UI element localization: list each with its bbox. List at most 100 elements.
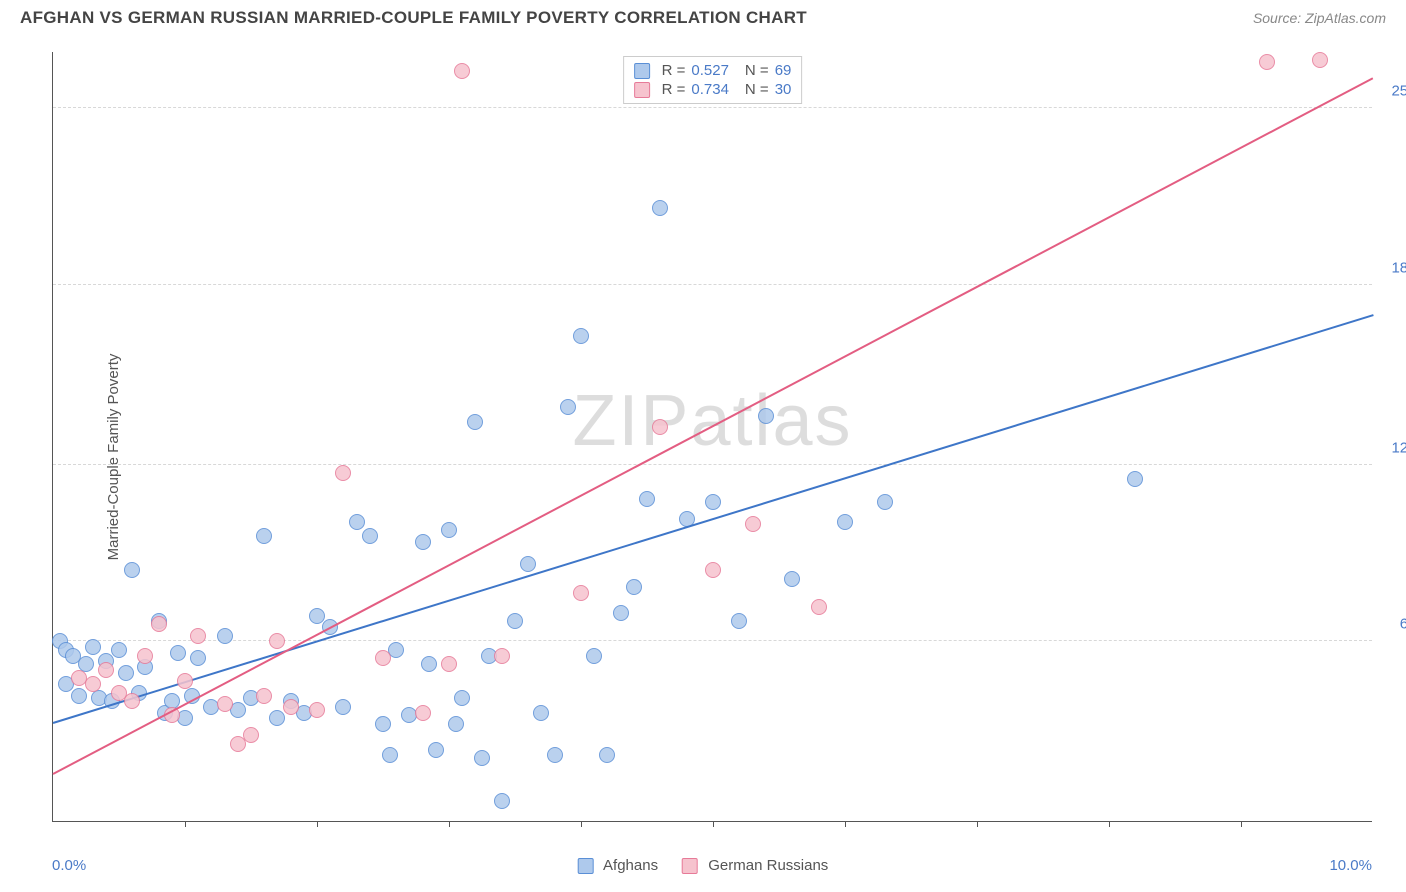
scatter-point bbox=[784, 571, 800, 587]
n-value: 69 bbox=[775, 62, 792, 79]
chart-area: Married-Couple Family Poverty ZIPatlas R… bbox=[0, 32, 1406, 882]
gridline bbox=[53, 284, 1372, 285]
scatter-point bbox=[382, 747, 398, 763]
scatter-point bbox=[269, 710, 285, 726]
scatter-point bbox=[573, 328, 589, 344]
scatter-point bbox=[613, 605, 629, 621]
swatch-icon bbox=[682, 858, 698, 874]
scatter-point bbox=[494, 793, 510, 809]
x-tick bbox=[449, 821, 450, 827]
gridline bbox=[53, 640, 1372, 641]
n-label: N = bbox=[745, 81, 769, 98]
x-tick bbox=[581, 821, 582, 827]
scatter-point bbox=[441, 522, 457, 538]
correlation-legend: R = 0.527 N = 69 R = 0.734 N = 30 bbox=[623, 56, 803, 104]
legend-item-german-russians: German Russians bbox=[682, 857, 828, 874]
scatter-point bbox=[474, 750, 490, 766]
swatch-icon bbox=[634, 63, 650, 79]
legend-row-afghans: R = 0.527 N = 69 bbox=[634, 61, 792, 80]
scatter-point bbox=[877, 494, 893, 510]
scatter-point bbox=[137, 648, 153, 664]
scatter-point bbox=[256, 688, 272, 704]
scatter-point bbox=[309, 702, 325, 718]
scatter-point bbox=[467, 414, 483, 430]
scatter-point bbox=[454, 690, 470, 706]
scatter-point bbox=[441, 656, 457, 672]
plot-area: ZIPatlas R = 0.527 N = 69 R = 0.734 N = … bbox=[52, 52, 1372, 822]
legend-row-german-russians: R = 0.734 N = 30 bbox=[634, 80, 792, 99]
r-value: 0.527 bbox=[691, 62, 729, 79]
swatch-icon bbox=[634, 82, 650, 98]
scatter-point bbox=[256, 528, 272, 544]
series-legend: Afghans German Russians bbox=[578, 857, 829, 874]
legend-label: German Russians bbox=[708, 857, 828, 874]
x-axis-max-label: 10.0% bbox=[1329, 857, 1372, 874]
scatter-point bbox=[124, 562, 140, 578]
n-label: N = bbox=[745, 62, 769, 79]
scatter-point bbox=[507, 613, 523, 629]
scatter-point bbox=[309, 608, 325, 624]
scatter-point bbox=[520, 556, 536, 572]
x-tick bbox=[1241, 821, 1242, 827]
y-tick-label: 12.5% bbox=[1391, 439, 1406, 456]
x-tick bbox=[713, 821, 714, 827]
x-tick bbox=[1109, 821, 1110, 827]
x-tick bbox=[845, 821, 846, 827]
scatter-point bbox=[283, 699, 299, 715]
scatter-point bbox=[243, 727, 259, 743]
scatter-point bbox=[349, 514, 365, 530]
x-tick bbox=[185, 821, 186, 827]
y-tick-label: 18.8% bbox=[1391, 259, 1406, 276]
scatter-point bbox=[217, 696, 233, 712]
scatter-point bbox=[705, 494, 721, 510]
scatter-point bbox=[454, 63, 470, 79]
scatter-point bbox=[124, 693, 140, 709]
r-value: 0.734 bbox=[691, 81, 729, 98]
scatter-point bbox=[494, 648, 510, 664]
scatter-point bbox=[190, 650, 206, 666]
scatter-point bbox=[837, 514, 853, 530]
scatter-point bbox=[415, 705, 431, 721]
x-tick bbox=[977, 821, 978, 827]
scatter-point bbox=[85, 639, 101, 655]
scatter-point bbox=[177, 673, 193, 689]
source-label: Source: ZipAtlas.com bbox=[1253, 10, 1386, 26]
scatter-point bbox=[98, 662, 114, 678]
scatter-point bbox=[599, 747, 615, 763]
scatter-point bbox=[118, 665, 134, 681]
scatter-point bbox=[573, 585, 589, 601]
gridline bbox=[53, 107, 1372, 108]
scatter-point bbox=[71, 688, 87, 704]
x-axis-min-label: 0.0% bbox=[52, 857, 86, 874]
scatter-point bbox=[533, 705, 549, 721]
scatter-point bbox=[626, 579, 642, 595]
trend-line bbox=[53, 314, 1374, 724]
scatter-point bbox=[151, 616, 167, 632]
legend-item-afghans: Afghans bbox=[578, 857, 658, 874]
scatter-point bbox=[421, 656, 437, 672]
scatter-point bbox=[705, 562, 721, 578]
scatter-point bbox=[217, 628, 233, 644]
scatter-point bbox=[269, 633, 285, 649]
watermark: ZIPatlas bbox=[572, 380, 852, 462]
chart-title: AFGHAN VS GERMAN RUSSIAN MARRIED-COUPLE … bbox=[20, 8, 807, 28]
scatter-point bbox=[639, 491, 655, 507]
n-value: 30 bbox=[775, 81, 792, 98]
scatter-point bbox=[190, 628, 206, 644]
y-tick-label: 6.3% bbox=[1400, 616, 1406, 633]
r-label: R = bbox=[662, 81, 686, 98]
scatter-point bbox=[586, 648, 602, 664]
scatter-point bbox=[731, 613, 747, 629]
scatter-point bbox=[111, 642, 127, 658]
scatter-point bbox=[1127, 471, 1143, 487]
scatter-point bbox=[375, 650, 391, 666]
scatter-point bbox=[375, 716, 391, 732]
scatter-point bbox=[85, 676, 101, 692]
y-tick-label: 25.0% bbox=[1391, 83, 1406, 100]
x-tick bbox=[317, 821, 318, 827]
legend-label: Afghans bbox=[603, 857, 658, 874]
trend-line bbox=[53, 78, 1374, 776]
scatter-point bbox=[170, 645, 186, 661]
scatter-point bbox=[547, 747, 563, 763]
scatter-point bbox=[811, 599, 827, 615]
